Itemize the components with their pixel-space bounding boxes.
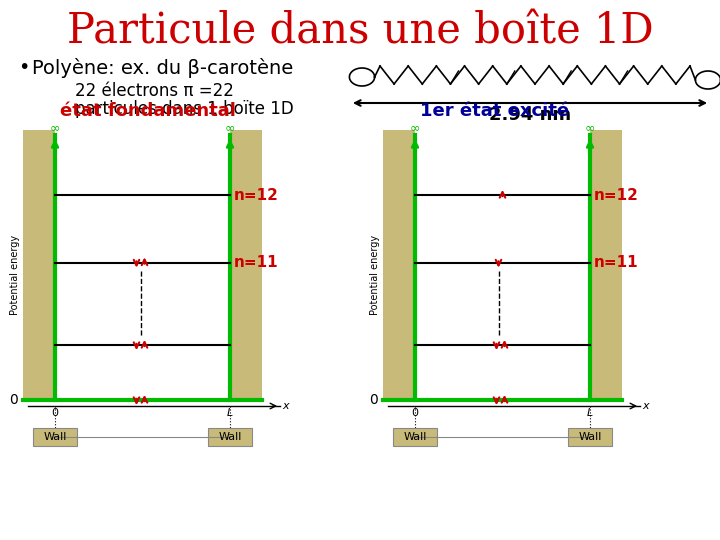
Text: •: • — [18, 58, 30, 77]
Text: n=11: n=11 — [594, 255, 639, 270]
Bar — [208, 428, 252, 446]
Text: 0: 0 — [369, 393, 378, 407]
Bar — [33, 428, 77, 446]
Bar — [590, 130, 622, 400]
Text: 2.94 nm: 2.94 nm — [489, 106, 571, 124]
Text: n=12: n=12 — [234, 187, 279, 202]
Bar — [393, 428, 437, 446]
Text: Wall: Wall — [403, 432, 427, 442]
Text: L: L — [227, 408, 233, 418]
Text: Particule dans une boîte 1D: Particule dans une boîte 1D — [67, 10, 653, 52]
Text: x: x — [282, 401, 289, 411]
Text: Polyène: ex. du β-carotène: Polyène: ex. du β-carotène — [32, 58, 293, 78]
Text: 1er état excité: 1er état excité — [420, 102, 569, 120]
Text: ∞: ∞ — [585, 121, 595, 134]
Text: L: L — [587, 408, 593, 418]
Text: Wall: Wall — [578, 432, 602, 442]
Text: état fondamental: état fondamental — [60, 102, 236, 120]
Text: x: x — [642, 401, 649, 411]
Text: 22 électrons π =22: 22 électrons π =22 — [75, 82, 234, 100]
Text: Potential energy: Potential energy — [370, 235, 380, 315]
Text: n=12: n=12 — [594, 187, 639, 202]
Text: 0: 0 — [9, 393, 18, 407]
Text: 0: 0 — [52, 408, 58, 418]
Text: Wall: Wall — [218, 432, 242, 442]
Bar — [230, 130, 262, 400]
Text: ∞: ∞ — [50, 121, 60, 134]
Text: Potential energy: Potential energy — [10, 235, 20, 315]
Text: particules dans 1 boïte 1D: particules dans 1 boïte 1D — [75, 100, 294, 118]
Text: ∞: ∞ — [225, 121, 235, 134]
Text: Wall: Wall — [43, 432, 67, 442]
Bar — [568, 428, 612, 446]
Text: ∞: ∞ — [410, 121, 420, 134]
Bar — [23, 130, 55, 400]
Bar — [383, 130, 415, 400]
Text: n=11: n=11 — [234, 255, 279, 270]
Text: 0: 0 — [412, 408, 418, 418]
